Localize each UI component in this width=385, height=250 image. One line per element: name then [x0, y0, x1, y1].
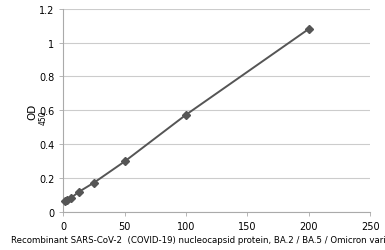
- Text: 450: 450: [39, 110, 48, 124]
- X-axis label: Recombinant SARS-CoV-2  (COVID-19) nucleocapsid protein, BA.2 / BA.5 / Omicron v: Recombinant SARS-CoV-2 (COVID-19) nucleo…: [11, 236, 385, 244]
- Text: OD: OD: [28, 103, 38, 119]
